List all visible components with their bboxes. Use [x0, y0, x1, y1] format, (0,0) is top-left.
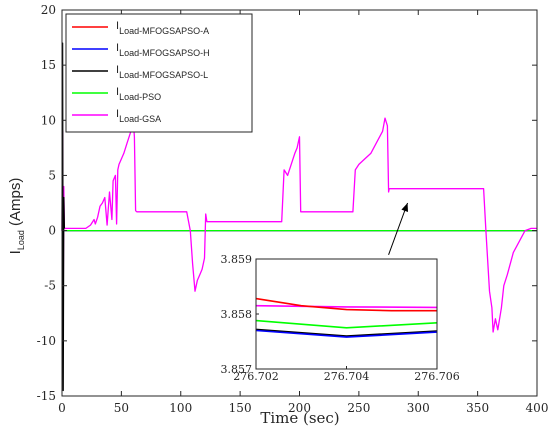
x-tick-label: 50 [114, 401, 129, 415]
zoom-arrow [388, 202, 409, 256]
y-tick-label: 5 [48, 168, 56, 182]
x-tick-label: 250 [347, 401, 370, 415]
inset-y-tick-label: 3.859 [221, 253, 253, 266]
legend-label: ILoad-MFOGSAPSO-H [116, 42, 210, 58]
zoom-inset: 276.702 276.704 276.706 3.857 3.858 3.859 [221, 253, 460, 383]
x-tick-label: 100 [169, 401, 192, 415]
legend-label: ILoad-PSO [116, 86, 161, 102]
inset-series-line-4 [255, 328, 438, 337]
legend-label: ILoad-MFOGSAPSO-A [116, 20, 209, 36]
legend-label: ILoad-GSA [116, 108, 161, 124]
x-tick-label: 0 [58, 401, 66, 415]
inset-y-tick-label: 3.857 [221, 363, 253, 376]
x-axis-ticks: 0 50 100 150 200 250 300 350 400 [58, 10, 548, 415]
x-tick-label: 350 [466, 401, 489, 415]
y-axis-ticks: -15 -10 -5 0 5 10 15 20 [37, 3, 537, 403]
inset-x-tick-label: 276.704 [324, 370, 370, 383]
y-tick-label: -15 [37, 389, 56, 403]
series-line-5 [61, 117, 537, 333]
inset-background [256, 259, 437, 369]
inset-series-line-2 [255, 297, 437, 312]
inset-series-line-5 [255, 329, 438, 338]
inset-series-line-1 [255, 304, 438, 309]
y-tick-label: -5 [44, 279, 56, 293]
y-tick-label: 15 [41, 58, 56, 72]
y-tick-label: 0 [48, 224, 56, 238]
x-tick-label: 150 [229, 401, 252, 415]
legend-box [65, 13, 253, 133]
y-tick-label: 20 [41, 3, 56, 17]
arrow-shaft [388, 202, 409, 256]
inset-x-tick-label: 276.702 [233, 370, 279, 383]
arrow-head [401, 203, 409, 212]
legend: ILoad-MFOGSAPSO-A ILoad-MFOGSAPSO-H ILoad-… [65, 13, 253, 133]
legend-label: ILoad-MFOGSAPSO-L [116, 64, 208, 80]
y-tick-label: 10 [41, 113, 56, 127]
x-tick-label: 300 [407, 401, 430, 415]
inset-x-tick-label: 276.706 [414, 370, 460, 383]
x-tick-label: 200 [288, 401, 311, 415]
inset-series-line-3 [255, 319, 438, 329]
plot-lines [61, 42, 537, 392]
y-axis-label: ILoad (Amps) [7, 178, 26, 255]
x-tick-label: 400 [526, 401, 549, 415]
y-tick-label: -10 [37, 334, 56, 348]
inset-y-tick-label: 3.858 [221, 308, 253, 321]
x-axis-label: Time (sec) [260, 409, 339, 427]
